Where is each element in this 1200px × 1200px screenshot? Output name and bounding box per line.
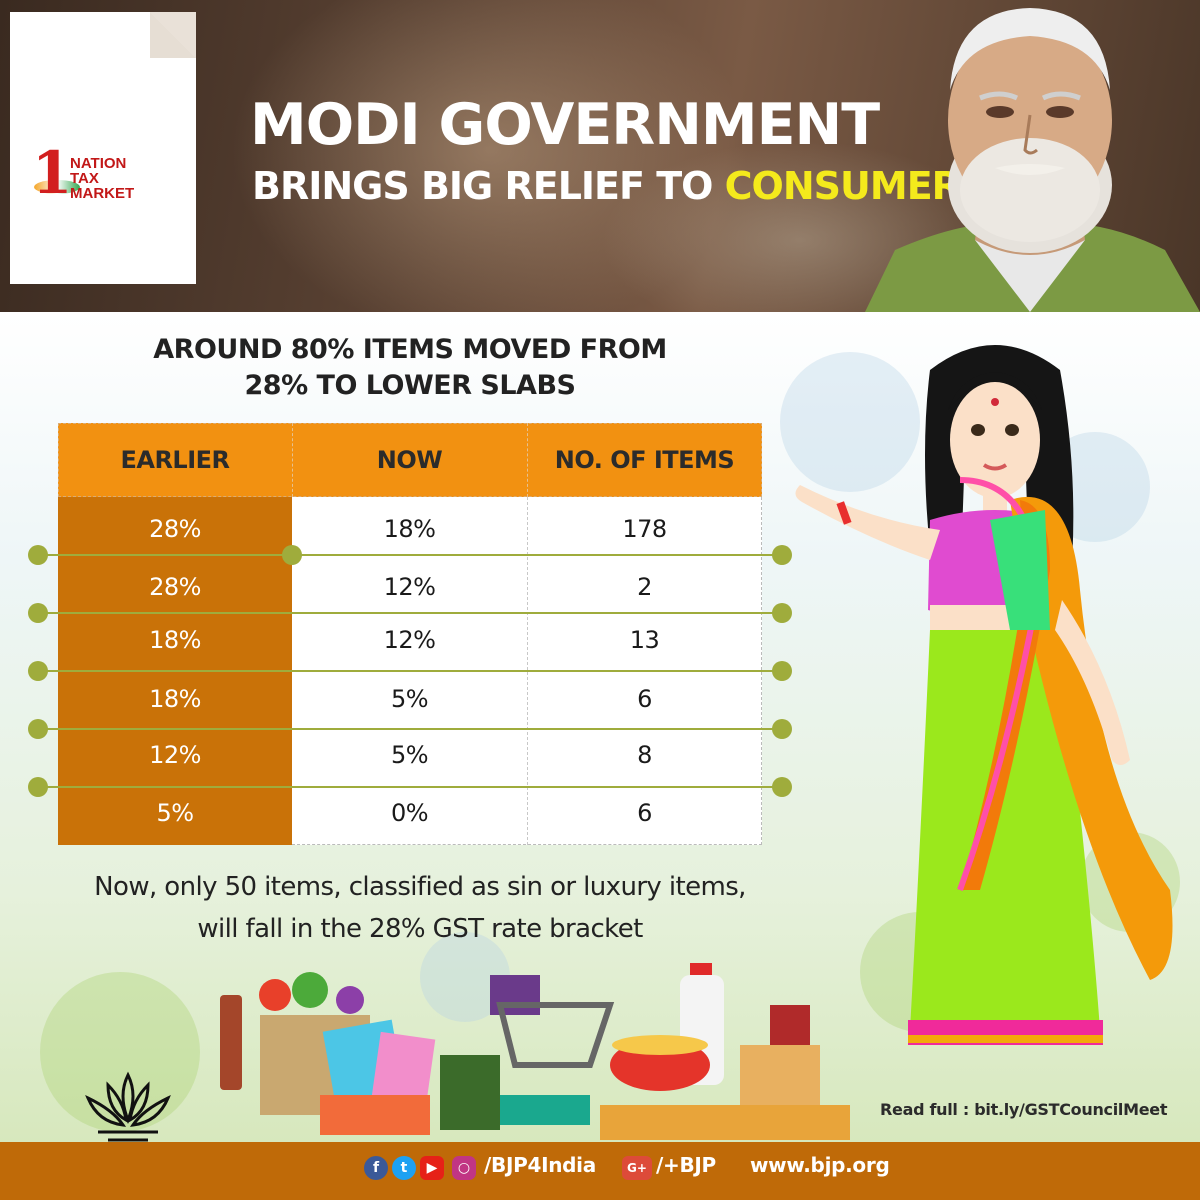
logo-word-market: MARKET [70, 185, 135, 202]
table-cell-now: 5% [390, 741, 429, 769]
table-cell-items: 2 [637, 573, 652, 601]
connector-dot [28, 545, 48, 565]
connector-dot [28, 777, 48, 797]
logo-words: NATION TAX MARKET [70, 156, 134, 201]
table-cell-earlier: 12% [149, 741, 201, 769]
connector-dot [772, 661, 792, 681]
google-plus-icon[interactable]: G+ [622, 1156, 652, 1180]
table-cell-items: 178 [622, 515, 667, 543]
footer-bar [0, 1142, 1200, 1200]
section-heading: AROUND 80% ITEMS MOVED FROM 28% TO LOWER… [60, 332, 760, 404]
column-header-earlier: EARLIER [120, 446, 230, 474]
table-header [58, 423, 762, 497]
section-heading-line1: AROUND 80% ITEMS MOVED FROM [153, 334, 667, 365]
instagram-icon[interactable]: ○ [452, 1156, 476, 1180]
table-cell-now: 5% [390, 685, 429, 713]
twitter-icon[interactable]: t [392, 1156, 416, 1180]
table-cell-items: 6 [637, 685, 652, 713]
youtube-icon[interactable]: ▶ [420, 1156, 444, 1180]
logo-word-nation: NATION [70, 155, 127, 172]
gst-rate-table: EARLIER NOW NO. OF ITEMS 28% 18% 178 28%… [28, 423, 792, 845]
connector-dot [772, 545, 792, 565]
footnote-line1: Now, only 50 items, classified as sin or… [94, 872, 746, 902]
logo-word-tax: TAX [70, 170, 99, 187]
table-cell-earlier: 5% [156, 799, 194, 827]
connector-dot [282, 545, 302, 565]
headline-highlight: CONSUMERS [724, 164, 988, 208]
table-cell-earlier: 18% [149, 685, 201, 713]
footnote-text: Now, only 50 items, classified as sin or… [40, 866, 800, 950]
table-cell-items: 6 [637, 799, 652, 827]
logo-card-fold [150, 12, 196, 58]
tricolor-swoosh-icon [34, 180, 80, 194]
headline-subtitle: BRINGS BIG RELIEF TO CONSUMERS [252, 164, 987, 208]
table-cell-earlier: 28% [149, 573, 201, 601]
column-header-items: NO. OF ITEMS [554, 446, 735, 474]
website-link[interactable]: www.bjp.org [750, 1153, 890, 1177]
lotus-icon [85, 1071, 171, 1142]
table-cell-now: 12% [383, 626, 436, 654]
table-cell-earlier: 18% [149, 626, 201, 654]
read-full-link[interactable]: Read full : bit.ly/GSTCouncilMeet [880, 1100, 1168, 1119]
connector-dot [772, 719, 792, 739]
table-cell-now: 12% [383, 573, 436, 601]
table-cell-items: 13 [629, 626, 660, 654]
connector-dot [28, 661, 48, 681]
footnote-line2: will fall in the 28% GST rate bracket [197, 914, 643, 944]
shopping-items-illustration [220, 963, 850, 1140]
headline-subtitle-prefix: BRINGS BIG RELIEF TO [252, 164, 725, 208]
connector-dot [772, 777, 792, 797]
table-cell-earlier: 28% [149, 515, 201, 543]
modi-portrait [865, 8, 1200, 312]
table-cell-items: 8 [637, 741, 652, 769]
woman-illustration [795, 345, 1173, 1045]
connector-dot [28, 719, 48, 739]
table-cell-now: 18% [383, 515, 436, 543]
headline-title: MODI GOVERNMENT [250, 92, 880, 158]
google-plus-handle[interactable]: /+BJP [656, 1153, 716, 1177]
connector-dot [772, 603, 792, 623]
logo-digit: 1 [32, 139, 73, 207]
table-cell-now: 0% [390, 799, 429, 827]
one-nation-one-tax-logo: 1 NATION TAX MARKET [32, 144, 192, 212]
facebook-icon[interactable]: f [364, 1156, 388, 1180]
connector-dot [28, 603, 48, 623]
logo-card: 1 NATION TAX MARKET [10, 12, 196, 284]
section-heading-line2: 28% TO LOWER SLABS [244, 370, 576, 401]
column-header-now: NOW [376, 446, 443, 474]
social-handle[interactable]: /BJP4India [484, 1153, 596, 1177]
